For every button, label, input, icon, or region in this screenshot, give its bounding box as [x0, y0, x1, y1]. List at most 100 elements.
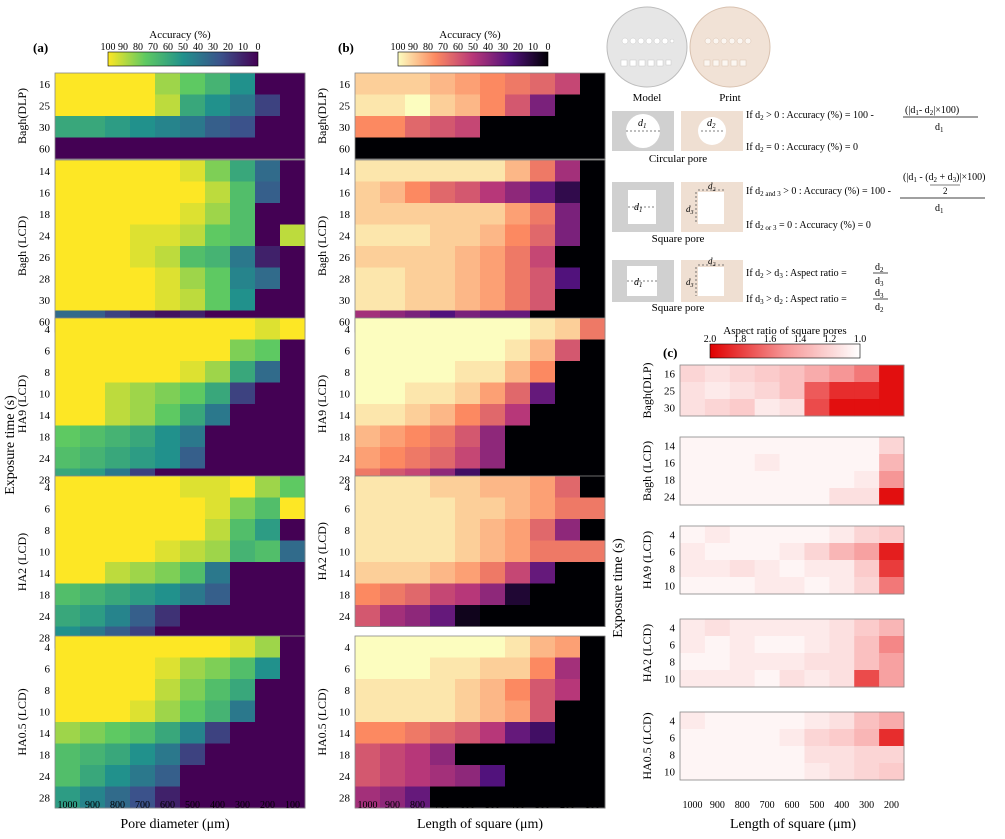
heatmap-cell	[155, 425, 181, 448]
heatmap-cell	[180, 267, 206, 290]
row-tick-label: 30	[664, 403, 676, 415]
heatmap-cell	[280, 318, 306, 340]
heatmap-cell	[854, 670, 880, 688]
heatmap-cell	[405, 94, 431, 117]
heatmap-cell	[205, 339, 231, 362]
heatmap-cell	[505, 289, 531, 311]
heatmap-cell	[280, 497, 306, 520]
heatmap-cell	[280, 786, 306, 809]
heatmap-cell	[430, 679, 456, 701]
heatmap-cell	[704, 488, 731, 506]
heatmap-cell	[205, 267, 231, 290]
heatmap-cell	[155, 786, 181, 809]
heatmap-cell	[430, 181, 456, 204]
heatmap-cell	[155, 94, 181, 117]
heatmap-cell	[155, 583, 181, 606]
heatmap-cell	[80, 382, 106, 405]
heatmap-cell	[380, 657, 406, 680]
heatmap-cell	[804, 746, 830, 764]
heatmap-cell	[405, 289, 431, 311]
heatmap-cell	[55, 246, 81, 268]
row-tick-label: 28	[339, 792, 351, 804]
heatmap-cell	[879, 399, 905, 417]
colorbar-b	[397, 51, 549, 67]
heatmap-cell	[380, 116, 406, 138]
heatmap-cell	[505, 94, 531, 117]
heatmap-cell	[555, 765, 581, 787]
heatmap-cell	[230, 116, 256, 138]
heatmap-cell	[530, 116, 556, 138]
heatmap-group-frame	[54, 635, 306, 809]
heatmap-cell	[130, 497, 156, 520]
heatmap-cell	[105, 289, 131, 311]
row-tick-label: 28	[339, 273, 351, 285]
heatmap-group-frame	[679, 364, 905, 417]
heatmap-cell	[754, 399, 780, 417]
heatmap-cell	[405, 519, 431, 541]
heatmap-cell	[804, 636, 830, 654]
heatmap-cell	[255, 722, 281, 744]
heatmap-cell	[380, 562, 406, 584]
heatmap-group: 4 6 8 10 HA2 (LCD)	[640, 618, 905, 688]
heatmap-cell	[355, 361, 381, 383]
heatmap-cell	[380, 786, 406, 809]
svg-text:d3: d3	[686, 277, 694, 289]
row-tick-label: 4	[345, 642, 351, 654]
heatmap-cell	[130, 605, 156, 627]
svg-text:d3: d3	[686, 204, 694, 216]
heatmap-cell	[55, 605, 81, 627]
heatmap-cell	[180, 700, 206, 723]
heatmap-cell	[804, 560, 830, 578]
heatmap-cell	[230, 447, 256, 469]
heatmap-cell	[580, 267, 606, 290]
colorbar-tick-label: 40	[193, 42, 203, 53]
row-tick-label: 4	[45, 642, 51, 654]
heatmap-cell	[505, 137, 531, 160]
row-tick-label: 6	[345, 503, 351, 515]
heatmap-cell	[255, 382, 281, 405]
heatmap-cell	[879, 365, 905, 383]
heatmap-cell	[155, 657, 181, 680]
heatmap-cell	[530, 73, 556, 95]
heatmap-cell	[355, 562, 381, 584]
heatmap-cell	[580, 318, 606, 340]
heatmap-cell	[779, 488, 805, 506]
colorbar-tick-label: 90	[118, 42, 128, 53]
heatmap-cell	[130, 137, 156, 160]
heatmap-cell	[255, 519, 281, 541]
heatmap-cell	[255, 562, 281, 584]
heatmap-cell	[105, 765, 131, 787]
heatmap-cell	[80, 203, 106, 225]
heatmap-cell	[430, 562, 456, 584]
heatmap-cell	[729, 560, 756, 578]
heatmap-cell	[280, 605, 306, 627]
heatmap-cell	[280, 203, 306, 225]
heatmap-cell	[180, 540, 206, 563]
formula-ar-2: If d3 > d2 : Aspect ratio =	[746, 294, 847, 306]
heatmap-cell	[505, 679, 531, 701]
heatmap-cell	[280, 562, 306, 584]
row-tick-label: 14	[39, 410, 51, 422]
heatmap-cell	[55, 583, 81, 606]
heatmap-cell	[555, 224, 581, 247]
heatmap-cell	[155, 267, 181, 290]
heatmap-cell	[829, 636, 855, 654]
heatmap-cell	[255, 73, 281, 95]
heatmap-cell	[80, 73, 106, 95]
heatmap-cell	[729, 636, 756, 654]
heatmap-group: 14 16 18 24 Bagh (LCD)	[640, 436, 905, 506]
heatmap-cell	[804, 619, 830, 637]
heatmap-cell	[779, 543, 805, 561]
heatmap-cell	[505, 246, 531, 268]
heatmap-cell	[455, 657, 481, 680]
heatmap-cell	[230, 497, 256, 520]
heatmap-cell	[729, 577, 756, 595]
heatmap-cell	[779, 729, 805, 747]
heatmap-cell	[355, 743, 381, 766]
heatmap-cell	[105, 519, 131, 541]
heatmap-cell	[505, 116, 531, 138]
heatmap-cell	[480, 700, 506, 723]
heatmap-cell	[455, 540, 481, 563]
heatmap-cell	[280, 267, 306, 290]
heatmap-cell	[380, 361, 406, 383]
